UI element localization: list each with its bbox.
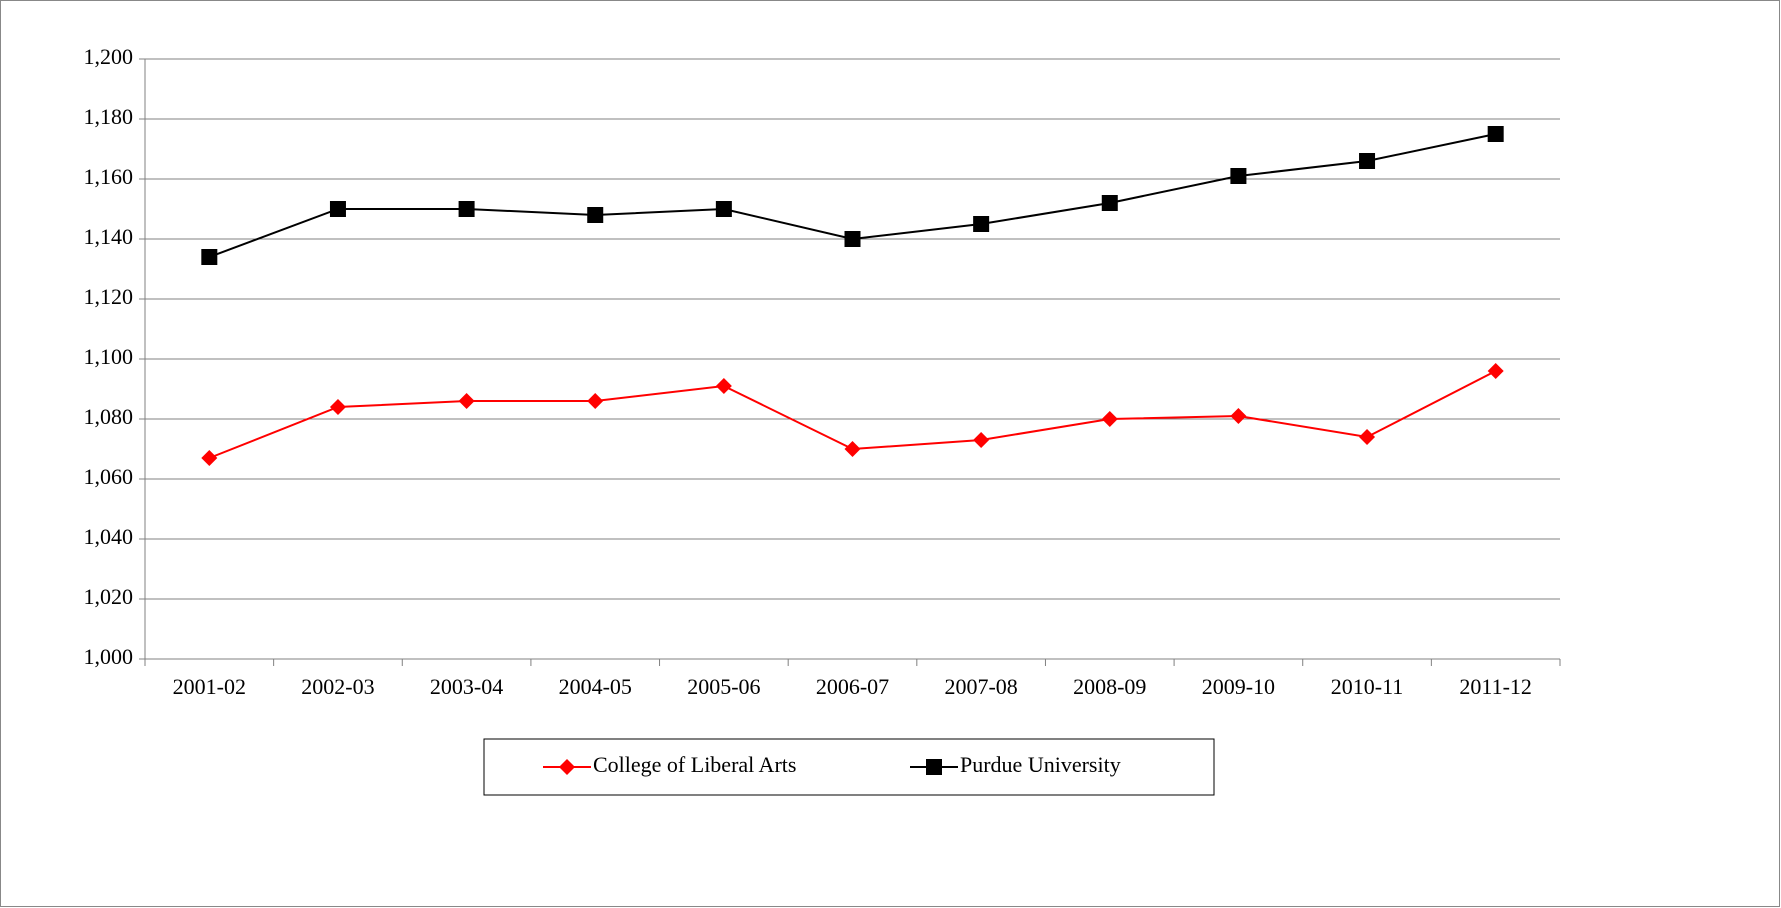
data-point xyxy=(1230,408,1247,424)
x-tick-label: 2006-07 xyxy=(816,674,889,699)
x-tick-label: 2004-05 xyxy=(559,674,632,699)
data-point xyxy=(844,441,861,457)
x-tick-label: 2002-03 xyxy=(301,674,374,699)
legend-box xyxy=(483,738,1215,796)
data-point xyxy=(329,201,346,217)
legend-label: Purdue University xyxy=(960,752,1121,777)
data-point xyxy=(201,450,218,466)
y-tick-label: 1,120 xyxy=(84,284,134,309)
y-tick-label: 1,080 xyxy=(84,404,134,429)
x-tick-label: 2008-09 xyxy=(1073,674,1146,699)
y-tick-label: 1,000 xyxy=(84,644,134,669)
data-point xyxy=(1359,153,1376,169)
data-point xyxy=(1101,195,1118,211)
y-tick-label: 1,020 xyxy=(84,584,134,609)
x-tick-label: 2009-10 xyxy=(1202,674,1275,699)
data-point xyxy=(1487,363,1504,379)
x-tick-label: 2011-12 xyxy=(1459,674,1532,699)
data-point xyxy=(973,216,990,232)
legend-marker xyxy=(926,759,942,775)
y-tick-label: 1,040 xyxy=(84,524,134,549)
y-tick-label: 1,180 xyxy=(84,104,134,129)
x-tick-label: 2005-06 xyxy=(687,674,760,699)
data-point xyxy=(715,378,732,394)
x-tick-label: 2007-08 xyxy=(944,674,1017,699)
y-tick-label: 1,060 xyxy=(84,464,134,489)
data-point xyxy=(1487,126,1504,142)
y-tick-label: 1,160 xyxy=(84,164,134,189)
y-tick-label: 1,140 xyxy=(84,224,134,249)
data-point xyxy=(201,249,218,265)
x-tick-label: 2003-04 xyxy=(430,674,503,699)
y-tick-label: 1,200 xyxy=(84,44,134,69)
data-point xyxy=(1101,411,1118,427)
data-point xyxy=(1359,429,1376,445)
data-point xyxy=(587,207,604,223)
data-point xyxy=(458,201,475,217)
x-tick-label: 2010-11 xyxy=(1331,674,1404,699)
data-point xyxy=(587,393,604,409)
data-point xyxy=(973,432,990,448)
x-tick-label: 2001-02 xyxy=(173,674,246,699)
data-point xyxy=(458,393,475,409)
y-tick-label: 1,100 xyxy=(84,344,134,369)
legend-marker xyxy=(559,759,575,775)
data-point xyxy=(715,201,732,217)
data-point xyxy=(1230,168,1247,184)
data-point xyxy=(329,399,346,415)
data-point xyxy=(844,231,861,247)
legend-label: College of Liberal Arts xyxy=(593,752,796,777)
